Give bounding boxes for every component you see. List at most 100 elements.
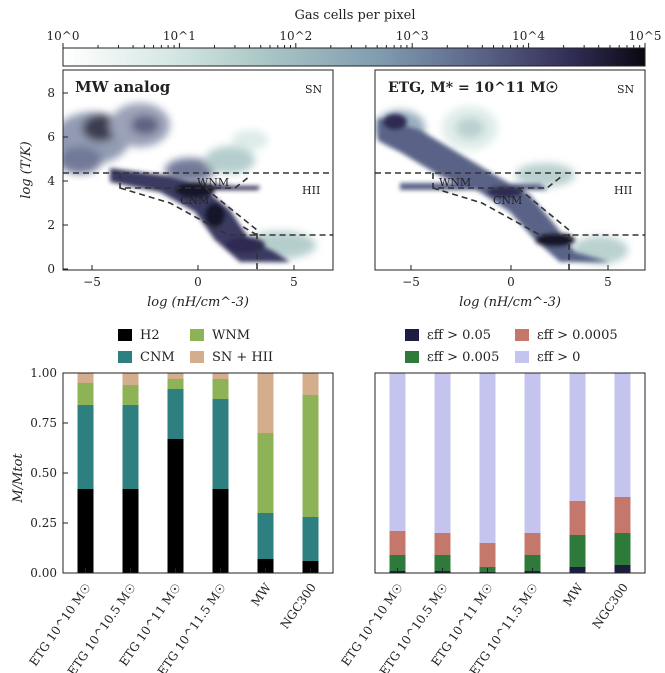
bar-segment [524,533,541,555]
bar-segment [302,561,319,573]
annotation-hii-mw: HII [302,184,320,197]
colorbar-tick-label: 10^5 [629,29,662,43]
y-tick-mw-8: 8 [47,86,55,100]
bar-segment [524,373,541,533]
bar-segment [302,373,319,395]
annotation-cnm-mw: CNM [180,194,209,207]
legend-swatch [190,329,204,341]
annotation-sn-etg: SN [617,83,635,96]
legend-swatch [118,329,132,341]
phase-boundary-mw [63,172,333,270]
y-axis-label-mw: log (T/K) [19,141,34,198]
y-tick-mw-2: 2 [47,218,55,232]
x-tick-etg-1: 0 [507,275,515,289]
bar-segment [122,373,139,385]
annotation-sn-mw: SN [305,83,323,96]
category-label: MW [560,580,586,609]
y-tick-mw-6: 6 [47,130,55,144]
legend-swatch [405,329,419,341]
phase-frame-etg [374,69,646,271]
bar-segment [122,489,139,573]
bar-segment [614,497,631,533]
phase-boundary-etg [375,172,645,270]
legend-label: εff > 0.005 [427,350,499,365]
legend-swatch [405,351,419,363]
colorbar: Gas cells per pixel 10^0 10^1 10^2 10^3 10^4… [47,8,662,67]
bar-segment [77,383,94,405]
category-label: MW [248,580,274,609]
panel-title-mw: MW analog [75,78,171,96]
bar-segment [569,535,586,567]
bar-segment [212,379,229,399]
legend-swatch [515,351,529,363]
bar-segment [434,555,451,571]
bar-segment [569,501,586,535]
category-label: NGC300 [590,581,631,632]
bar-segment [569,373,586,501]
bar-segment [434,373,451,533]
legend-swatch [118,351,132,363]
legend-phases: H2 WNM CNM SN + HII [118,328,273,365]
legend-label: εff > 0.05 [427,328,491,343]
bar-segment [167,379,184,389]
colorbar-tick-label: 10^0 [47,29,80,43]
x-tick-mw-2: 5 [290,275,298,289]
x-axis-mw: −5 0 5 log (nH/cm^-3) [83,265,298,310]
x-axis-label-etg: log (nH/cm^-3) [459,295,561,310]
bar-segment [167,373,184,379]
colorbar-label: Gas cells per pixel [294,8,415,23]
bar-segment [122,385,139,405]
annotation-wnm-mw: WNM [197,176,229,189]
phase-panel-mw: MW analog SN HII WNM CNM −5 0 5 log (nH/… [19,69,334,310]
y-tick-label: 0.75 [30,416,57,430]
colorbar-gradient [62,47,646,67]
y-tick-label: 0.25 [30,516,57,530]
bar-segment [212,373,229,379]
colorbar-tick-label: 10^2 [279,29,312,43]
y-axis-label-bars: M/Mtot [11,453,26,504]
bar-segment [389,373,406,531]
bar-panel-phases: M/Mtot ETG 10^10 M☉ETG 10^10.5 M☉ETG 10^… [11,366,334,673]
y-tick-label: 1.00 [30,366,57,380]
y-axis-mw: 8 6 4 2 0 log (T/K) [19,86,68,276]
bar-segment [389,555,406,571]
bar-segment [479,373,496,543]
phase-density-mw [63,103,316,262]
colorbar-tick-label: 10^3 [396,29,429,43]
y-tick-mw-0: 0 [47,262,55,276]
bar-segment [257,513,274,559]
bar-segment [257,559,274,573]
y-tick-label: 0.50 [30,466,57,480]
bar-segment [77,405,94,489]
bar-segment [257,433,274,513]
bar-panel-eff: ETG 10^10 M☉ETG 10^10.5 M☉ETG 10^11 M☉ET… [338,372,646,673]
bar-segment [302,395,319,517]
y-tick-mw-4: 4 [47,174,55,188]
annotation-hii-etg: HII [614,184,632,197]
x-axis-etg: −5 0 5 log (nH/cm^-3) [402,265,612,310]
legend-label: SN + HII [212,350,273,365]
legend-label: WNM [212,328,250,343]
legend-eff: εff > 0.05 εff > 0.0005 εff > 0.005 εff > 0 [405,328,618,365]
annotation-wnm-etg: WNM [439,176,471,189]
bar-segment [389,531,406,555]
colorbar-ticks: 10^0 10^1 10^2 10^3 10^4 10^5 [47,29,662,48]
bar-segment [167,389,184,439]
bar-segment [479,543,496,567]
category-label: NGC300 [278,581,319,632]
bar-panel-frame [62,372,334,574]
bar-segment [302,517,319,561]
bar-segment [167,439,184,573]
bar-segment [614,533,631,565]
x-tick-etg-2: 5 [604,275,612,289]
bar-segment [212,399,229,489]
bar-segment [257,373,274,433]
phase-panel-etg: ETG, M* = 10^11 M☉ SN HII WNM CNM −5 0 5… [374,69,646,310]
colorbar-tick-label: 10^1 [163,29,196,43]
phase-density-etg [375,106,628,264]
bar-segment [212,489,229,573]
legend-swatch [515,329,529,341]
y-tick-label: 0.00 [30,566,57,580]
x-tick-mw-0: −5 [83,275,101,289]
